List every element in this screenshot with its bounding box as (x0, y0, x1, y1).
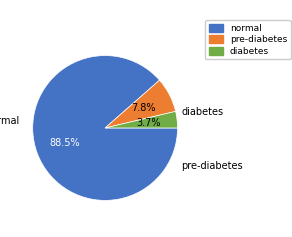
Text: pre-diabetes: pre-diabetes (181, 161, 243, 171)
Text: diabetes: diabetes (181, 107, 223, 117)
Legend: normal, pre-diabetes, diabetes: normal, pre-diabetes, diabetes (206, 20, 291, 59)
Wedge shape (105, 80, 175, 128)
Text: 7.8%: 7.8% (131, 103, 156, 113)
Text: normal: normal (0, 116, 20, 126)
Wedge shape (33, 55, 178, 201)
Text: 3.7%: 3.7% (136, 118, 161, 128)
Wedge shape (105, 111, 178, 128)
Text: 88.5%: 88.5% (49, 138, 80, 148)
